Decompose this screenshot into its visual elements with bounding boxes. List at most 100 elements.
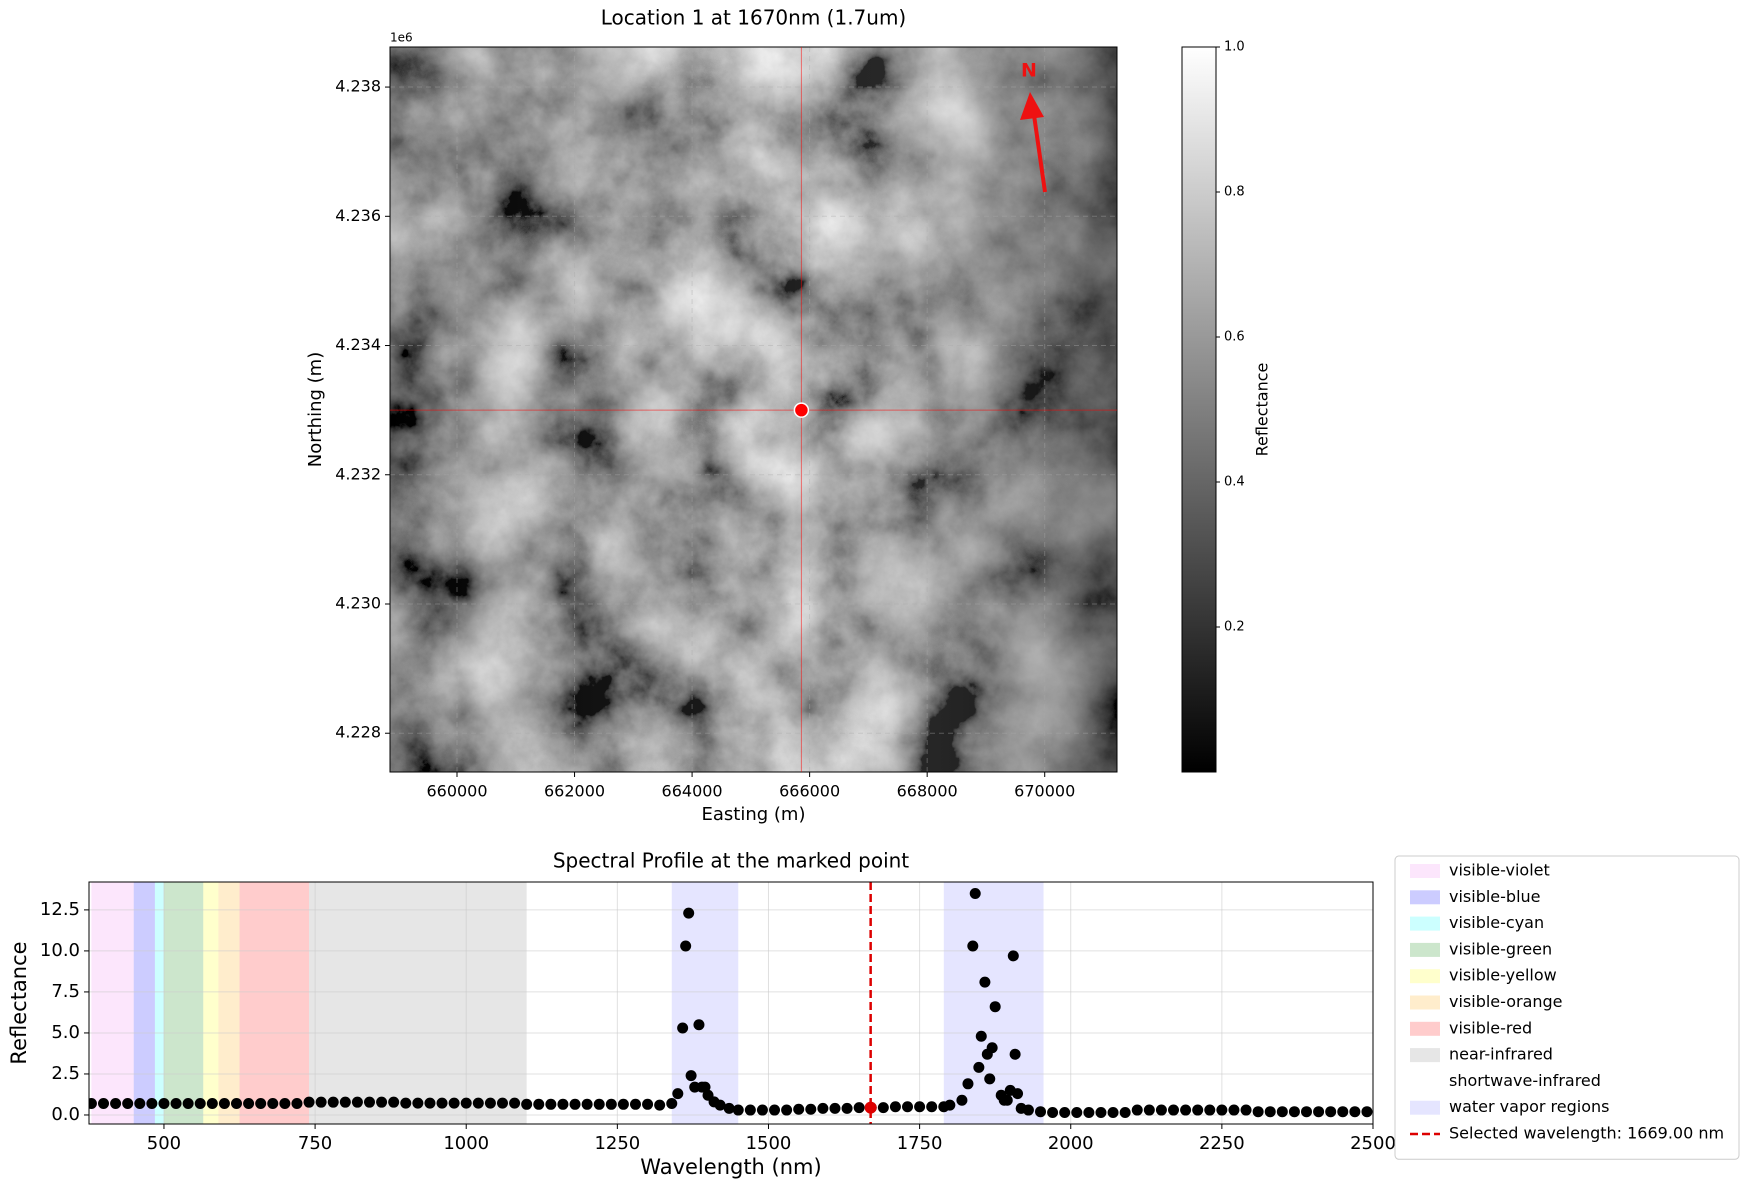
data-point xyxy=(672,1088,684,1100)
data-point xyxy=(756,1104,768,1116)
data-point xyxy=(1252,1106,1264,1118)
data-point xyxy=(122,1097,134,1109)
data-point xyxy=(944,1099,956,1111)
y-tick-label: 4.230 xyxy=(335,593,381,612)
data-point xyxy=(1204,1104,1216,1116)
data-point xyxy=(962,1078,974,1090)
colorbar-label: Reflectance xyxy=(1253,363,1272,457)
data-point xyxy=(979,976,991,988)
data-point xyxy=(829,1102,841,1114)
x-axis-label: Wavelength (nm) xyxy=(640,1155,821,1179)
data-point xyxy=(853,1102,865,1114)
data-point xyxy=(685,1070,697,1082)
legend-label: visible-yellow xyxy=(1449,966,1557,985)
data-point xyxy=(110,1097,122,1109)
wavelength-region xyxy=(154,882,164,1124)
data-point xyxy=(206,1097,218,1109)
data-point xyxy=(581,1098,593,1110)
data-point xyxy=(956,1094,968,1106)
plot-area xyxy=(89,882,1373,1124)
data-point xyxy=(1168,1104,1180,1116)
data-point xyxy=(817,1102,829,1114)
y-tick-label: 0.0 xyxy=(51,1104,80,1125)
y-tick-label: 4.234 xyxy=(335,335,381,354)
wavelength-region xyxy=(203,882,219,1124)
legend-swatch xyxy=(1410,1100,1440,1115)
x-tick-label: 666000 xyxy=(779,782,840,801)
x-tick-label: 668000 xyxy=(897,782,958,801)
wavelength-region xyxy=(163,882,204,1124)
data-point xyxy=(1007,950,1019,962)
data-point xyxy=(926,1101,938,1113)
data-point xyxy=(986,1042,998,1054)
data-point xyxy=(436,1097,448,1109)
data-point xyxy=(969,887,981,899)
data-point xyxy=(400,1097,412,1109)
data-point xyxy=(723,1102,735,1114)
x-tick-label: 2250 xyxy=(1199,1133,1245,1154)
data-point xyxy=(472,1097,484,1109)
data-point xyxy=(1337,1106,1349,1118)
legend-label: water vapor regions xyxy=(1449,1097,1610,1116)
legend-label: Selected wavelength: 1669.00 nm xyxy=(1449,1124,1724,1143)
data-point xyxy=(351,1096,363,1108)
data-point xyxy=(231,1097,243,1109)
data-point xyxy=(1349,1106,1361,1118)
data-point xyxy=(363,1096,375,1108)
data-point xyxy=(339,1096,351,1108)
y-tick-label: 2.5 xyxy=(51,1063,80,1084)
data-point xyxy=(1276,1106,1288,1118)
data-point xyxy=(496,1097,508,1109)
data-point xyxy=(1012,1088,1024,1100)
wavelength-region xyxy=(309,882,527,1124)
data-point xyxy=(1180,1104,1192,1116)
data-point xyxy=(1192,1104,1204,1116)
data-point xyxy=(1035,1106,1047,1118)
legend-swatch xyxy=(1410,1074,1440,1089)
data-point xyxy=(89,1097,97,1109)
legend-swatch xyxy=(1410,1048,1440,1063)
colorbar-tick-label: 0.6 xyxy=(1224,330,1245,345)
data-point xyxy=(1107,1107,1119,1119)
data-point xyxy=(218,1097,230,1109)
data-point xyxy=(666,1097,678,1109)
y-tick-label: 7.5 xyxy=(51,981,80,1002)
data-point xyxy=(376,1096,388,1108)
x-tick-label: 670000 xyxy=(1014,782,1075,801)
colorbar xyxy=(1181,46,1217,773)
data-point xyxy=(1325,1106,1337,1118)
data-point xyxy=(267,1097,279,1109)
data-point xyxy=(744,1104,756,1116)
data-point xyxy=(1059,1107,1071,1119)
colorbar-tick-label: 0.8 xyxy=(1224,185,1245,200)
data-point xyxy=(593,1098,605,1110)
data-point xyxy=(1001,1094,1013,1106)
legend-swatch xyxy=(1410,995,1440,1010)
data-point xyxy=(315,1096,327,1108)
y-tick-label: 4.232 xyxy=(335,464,381,483)
data-point xyxy=(889,1101,901,1113)
data-point xyxy=(243,1097,255,1109)
data-point xyxy=(1361,1106,1373,1118)
data-point xyxy=(654,1099,666,1111)
wavelength-region xyxy=(91,882,134,1124)
y-tick-label: 5.0 xyxy=(51,1022,80,1043)
data-point xyxy=(509,1097,521,1109)
legend-swatch xyxy=(1410,916,1440,931)
data-point xyxy=(629,1098,641,1110)
data-point xyxy=(170,1097,182,1109)
legend-swatch xyxy=(1410,890,1440,905)
y-tick-label: 4.238 xyxy=(335,77,381,96)
data-point xyxy=(98,1097,110,1109)
y-offset-label: 1e6 xyxy=(390,31,413,45)
data-point xyxy=(732,1104,744,1116)
data-point xyxy=(1288,1106,1300,1118)
data-point xyxy=(877,1102,889,1114)
data-point xyxy=(146,1097,158,1109)
data-point xyxy=(714,1099,726,1111)
data-point xyxy=(327,1096,339,1108)
data-point xyxy=(545,1098,557,1110)
x-tick-label: 2500 xyxy=(1350,1133,1396,1154)
data-point xyxy=(533,1098,545,1110)
data-point xyxy=(255,1097,267,1109)
